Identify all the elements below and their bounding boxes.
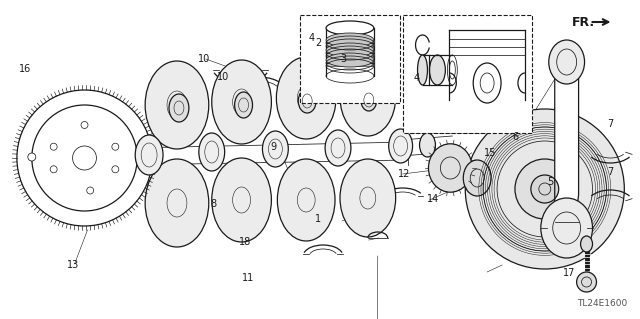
Ellipse shape (340, 159, 396, 237)
Text: 1: 1 (315, 213, 321, 224)
Ellipse shape (326, 53, 374, 67)
Text: 4: 4 (308, 33, 315, 43)
Text: 2: 2 (315, 38, 321, 48)
Ellipse shape (541, 198, 593, 258)
Circle shape (112, 166, 119, 173)
Ellipse shape (276, 57, 336, 139)
Text: FR.: FR. (572, 16, 595, 28)
Ellipse shape (72, 146, 97, 170)
Ellipse shape (212, 60, 271, 144)
Circle shape (112, 143, 119, 150)
Ellipse shape (428, 144, 472, 192)
Ellipse shape (262, 131, 288, 167)
Text: 10: 10 (216, 71, 229, 82)
Ellipse shape (326, 21, 374, 35)
Text: 17: 17 (563, 268, 575, 278)
Ellipse shape (577, 272, 596, 292)
Text: 7: 7 (607, 167, 614, 177)
Bar (326, 40, 374, 46)
Text: 9: 9 (271, 142, 276, 152)
Bar (326, 50, 374, 56)
Bar (326, 60, 374, 66)
Bar (300, 15, 399, 103)
Ellipse shape (32, 105, 137, 211)
Ellipse shape (325, 130, 351, 166)
Text: 16: 16 (19, 63, 31, 74)
Text: 8: 8 (210, 199, 216, 209)
Ellipse shape (465, 109, 625, 269)
Ellipse shape (548, 40, 584, 84)
Ellipse shape (145, 61, 209, 149)
Ellipse shape (515, 159, 575, 219)
Ellipse shape (17, 90, 152, 226)
Ellipse shape (531, 175, 559, 203)
Circle shape (86, 187, 93, 194)
Ellipse shape (417, 55, 428, 85)
Ellipse shape (298, 89, 316, 113)
Ellipse shape (145, 159, 209, 247)
Text: 6: 6 (512, 132, 518, 142)
Text: 5: 5 (547, 177, 554, 187)
Text: 7: 7 (607, 119, 614, 130)
Ellipse shape (388, 129, 413, 163)
Ellipse shape (429, 55, 445, 85)
Text: 11: 11 (242, 272, 254, 283)
Text: 12: 12 (398, 169, 410, 179)
Text: 10: 10 (198, 54, 210, 64)
Text: 15: 15 (484, 148, 496, 158)
Ellipse shape (340, 58, 396, 136)
Text: 18: 18 (239, 237, 251, 248)
Ellipse shape (326, 33, 374, 47)
Text: TL24E1600: TL24E1600 (577, 299, 627, 308)
Ellipse shape (361, 89, 377, 111)
Ellipse shape (277, 159, 335, 241)
Ellipse shape (326, 43, 374, 57)
Ellipse shape (135, 135, 163, 175)
Ellipse shape (420, 133, 435, 157)
Ellipse shape (235, 92, 253, 118)
Ellipse shape (463, 160, 491, 196)
Ellipse shape (169, 94, 189, 122)
Circle shape (50, 143, 57, 150)
Circle shape (50, 166, 57, 173)
Bar (403, 15, 532, 133)
Text: 13: 13 (67, 260, 79, 270)
Text: 3: 3 (340, 54, 347, 64)
Polygon shape (555, 50, 579, 245)
Text: 4: 4 (413, 73, 420, 83)
Text: 14: 14 (426, 194, 439, 204)
Ellipse shape (580, 236, 593, 252)
Circle shape (28, 153, 36, 161)
Ellipse shape (212, 158, 271, 242)
Ellipse shape (199, 133, 225, 171)
Ellipse shape (473, 63, 501, 103)
Circle shape (81, 122, 88, 129)
